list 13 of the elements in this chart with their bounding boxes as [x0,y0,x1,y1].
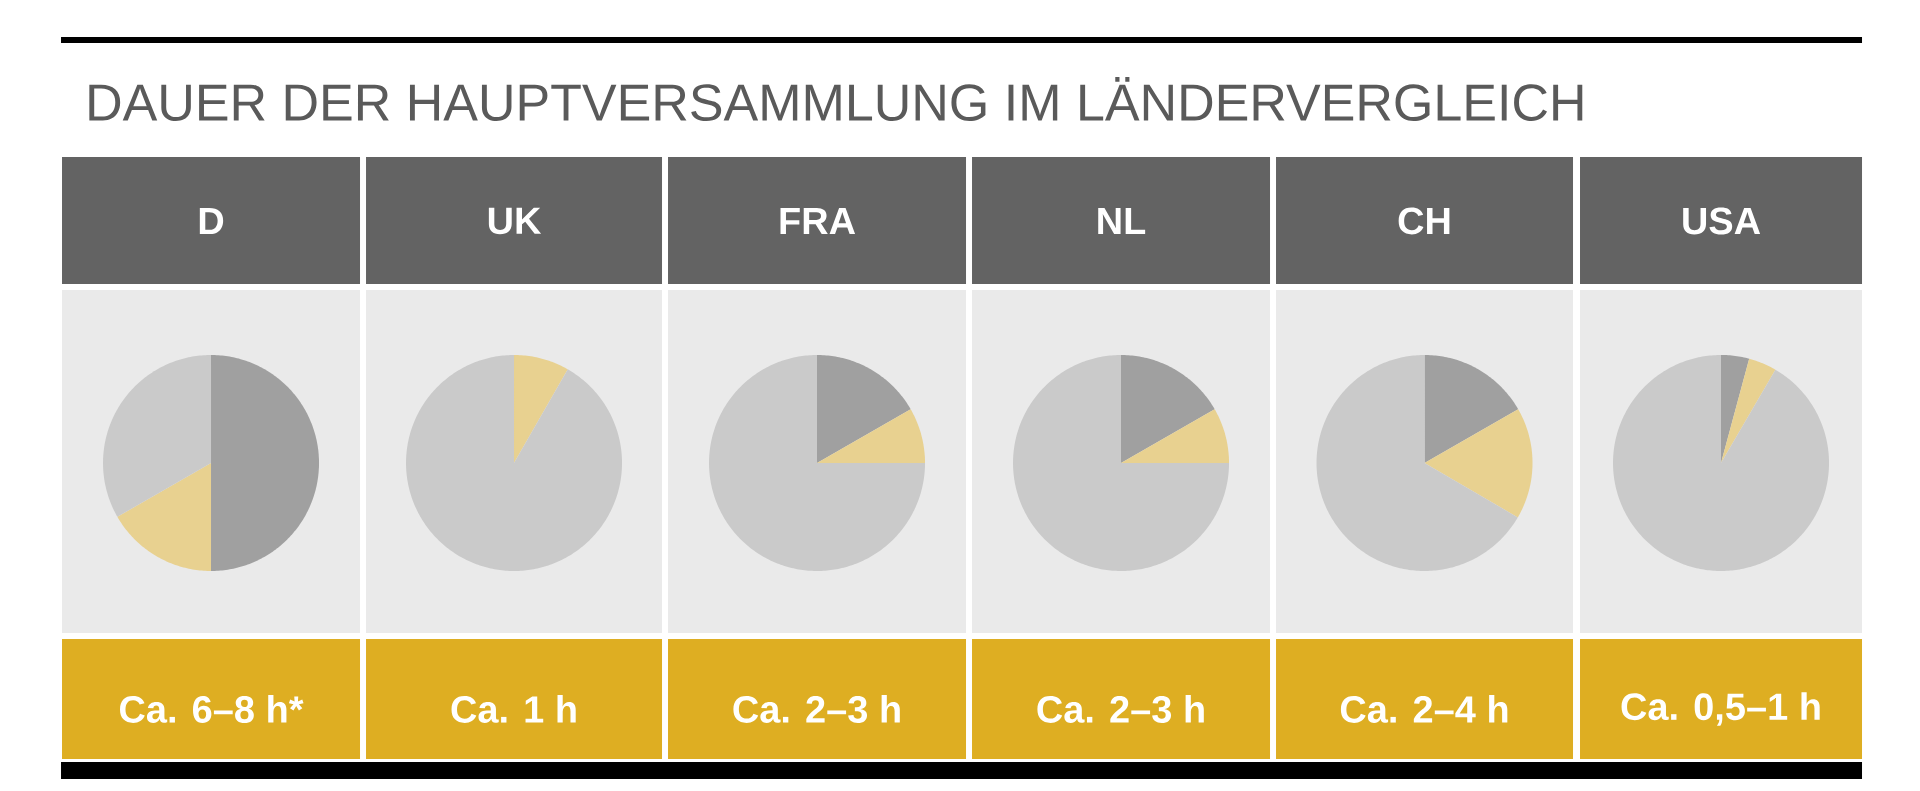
text: Ca. 2–3 h [733,695,900,723]
text: Ca. 0,5–1 h [1621,692,1820,726]
text: Ca. 2–4 h [1340,695,1508,723]
text: Ca. 1 h [451,695,576,723]
chart-title: FRA [780,207,856,235]
chart-title: UK [488,207,542,235]
text: Ca. 6–8 h* [120,695,304,723]
chart-title: NL [1098,207,1146,235]
text: DAUER DER HAUPTVERSAMMLUNG IM LÄNDERVERGLEICH [89,76,1583,121]
text: Ca. 2–3 h [1037,695,1204,723]
chart-title: USA [1683,207,1761,235]
chart-title: D [199,207,224,235]
chart-title: CH [1398,207,1450,235]
